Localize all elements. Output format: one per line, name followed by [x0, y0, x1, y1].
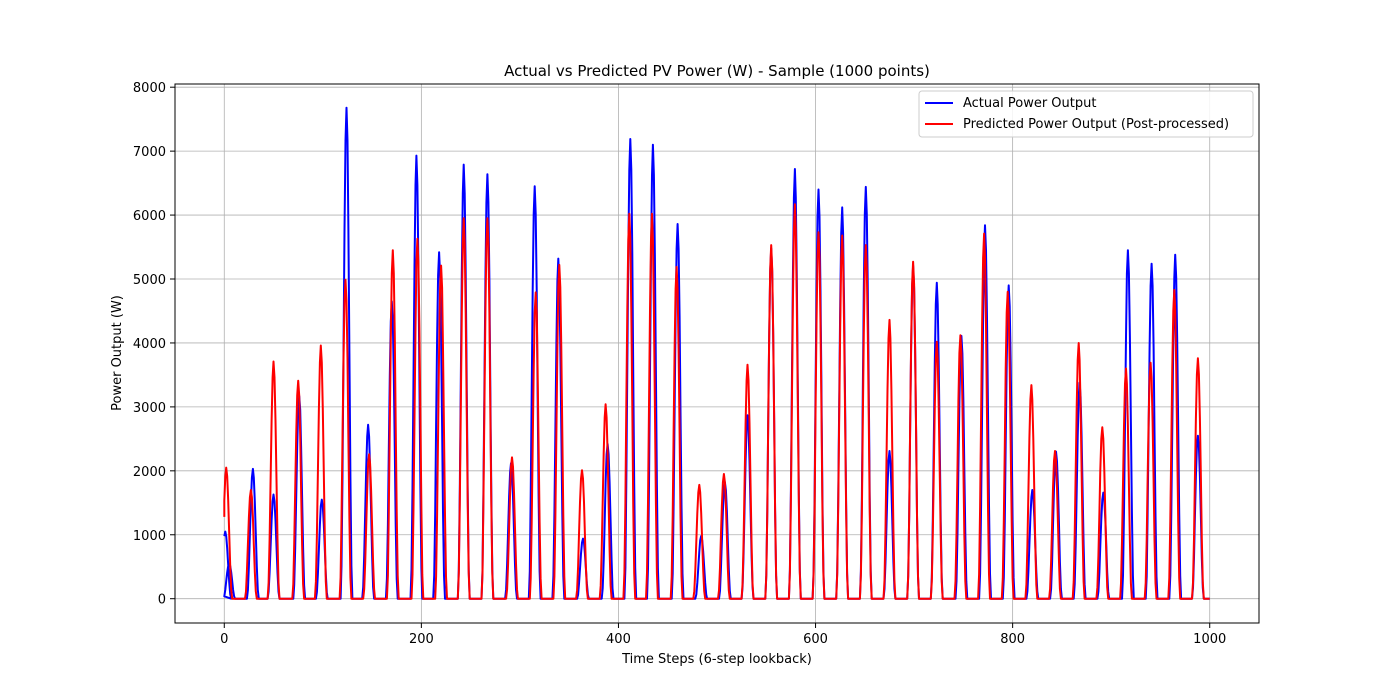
axis-ticks: 0 200 400 600 800 1000 0 1000 2000 3000 4000 5000 60… [133, 81, 1226, 647]
legend: Actual Power Output Predicted Power Outp… [918, 90, 1254, 138]
y-axis-label: Power Output (W) [110, 295, 125, 411]
y-tick-label: 0 [158, 593, 166, 608]
chart-title: Actual vs Predicted PV Power (W) - Sampl… [504, 62, 930, 80]
x-axis-label: Time Steps (6-step lookback) [621, 652, 812, 667]
x-tick-label: 800 [1000, 632, 1025, 647]
y-tick-label: 3000 [133, 401, 166, 416]
x-tick-label: 600 [803, 632, 828, 647]
y-tick-label: 1000 [133, 529, 166, 544]
y-tick-label: 8000 [133, 81, 166, 96]
y-tick-label: 2000 [133, 465, 166, 480]
y-tick-label: 4000 [133, 337, 166, 352]
x-tick-label: 1000 [1193, 632, 1226, 647]
series-lines [223, 106, 1210, 600]
legend-label-predicted: Predicted Power Output (Post-processed) [963, 117, 1229, 132]
x-tick-label: 0 [220, 632, 228, 647]
series-line-1 [223, 203, 1210, 600]
x-tick-label: 400 [606, 632, 631, 647]
legend-box [918, 90, 1254, 138]
plot-frame [174, 83, 1260, 624]
grid-lines [175, 84, 1259, 623]
y-tick-label: 7000 [133, 145, 166, 160]
x-tick-label: 200 [409, 632, 434, 647]
y-tick-label: 6000 [133, 209, 166, 224]
y-tick-label: 5000 [133, 273, 166, 288]
legend-label-actual: Actual Power Output [963, 96, 1096, 111]
